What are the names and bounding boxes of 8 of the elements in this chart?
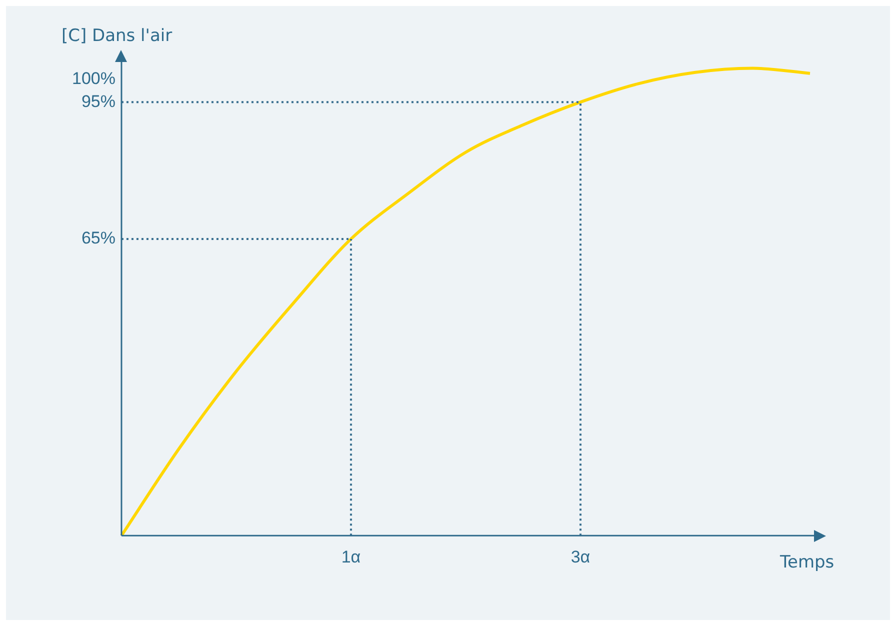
x-tick-label: 3α (570, 547, 590, 566)
y-tick-label: 65% (81, 228, 116, 248)
y-tick-label: 100% (72, 68, 116, 88)
x-tick-label: 1α (341, 547, 361, 566)
y-tick-label: 95% (81, 92, 116, 111)
x-axis-title: Temps (779, 552, 834, 573)
y-axis-title: [C] Dans l'air (61, 26, 172, 46)
line-series (120, 66, 812, 536)
